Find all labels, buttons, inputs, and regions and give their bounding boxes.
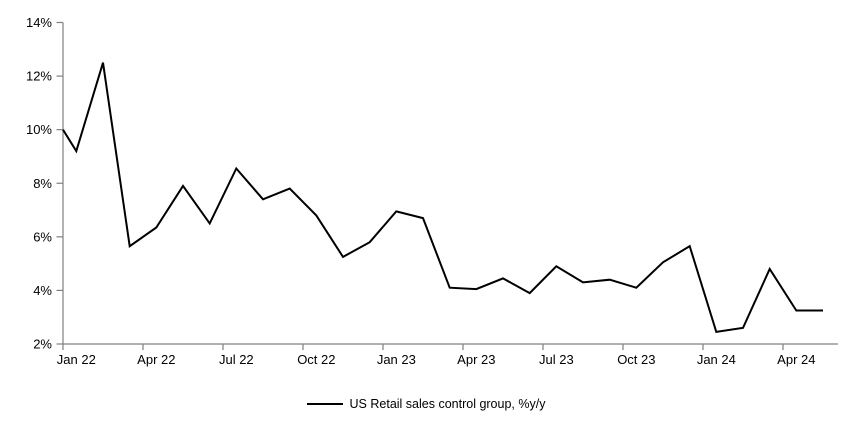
x-tick-label: Oct 22 (297, 352, 335, 367)
x-tick-label: Jan 24 (697, 352, 736, 367)
y-tick-label: 12% (26, 69, 52, 84)
x-tick-label: Jul 23 (539, 352, 574, 367)
x-tick-label: Jul 22 (219, 352, 254, 367)
x-tick-label: Jan 23 (377, 352, 416, 367)
y-tick-label: 4% (33, 283, 52, 298)
x-tick-label: Jan 22 (57, 352, 96, 367)
legend: US Retail sales control group, %y/y (0, 394, 852, 414)
x-tick-label: Apr 22 (137, 352, 175, 367)
axes (62, 22, 838, 345)
y-tick-label: 6% (33, 229, 52, 244)
line-chart: 2% 4% 6% 8% 10% 12% 14% Jan 22 Apr 22 Jul 22 Oct 2… (26, 15, 838, 367)
y-tick-label: 10% (26, 122, 52, 137)
data-line-retail-control (62, 62, 823, 334)
y-tick-label: 8% (33, 176, 52, 191)
y-tick-label: 2% (33, 337, 52, 352)
legend-label: US Retail sales control group, %y/y (349, 396, 546, 411)
legend-line-sample (306, 403, 343, 405)
y-tick-label: 14% (26, 15, 52, 30)
x-tick-label: Apr 24 (777, 352, 815, 367)
x-tick-label: Oct 23 (617, 352, 655, 367)
x-tick-label: Apr 23 (457, 352, 495, 367)
